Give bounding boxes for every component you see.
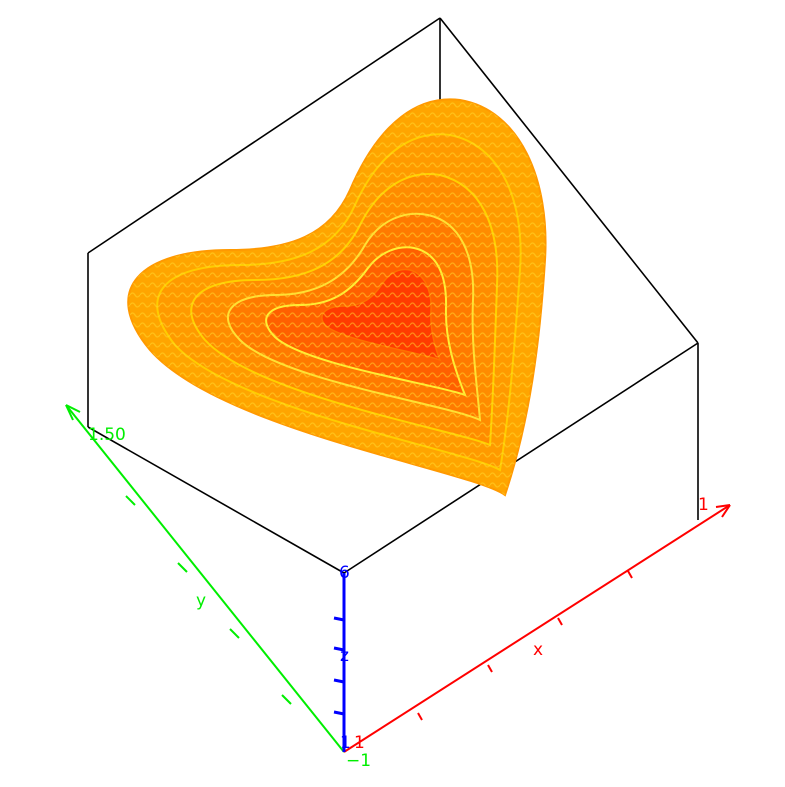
- x-axis: [343, 504, 731, 753]
- y-axis-tick-label: 1.50: [88, 425, 126, 445]
- origin-label: −1: [346, 751, 371, 771]
- bounding-box: [87, 17, 699, 574]
- x-axis-tick-label: 1: [698, 495, 709, 515]
- z-axis-tick-top: 6: [339, 563, 350, 583]
- z-axis-tick-bottom: 1: [340, 733, 351, 753]
- heart-surface: [127, 98, 547, 497]
- z-axis-label: z: [340, 646, 349, 666]
- x-axis-label: x: [533, 640, 543, 660]
- y-axis: [65, 404, 345, 753]
- z-axis: [333, 573, 346, 752]
- y-axis-label: y: [196, 591, 206, 611]
- x-axis-origin-tick: 1: [354, 733, 365, 753]
